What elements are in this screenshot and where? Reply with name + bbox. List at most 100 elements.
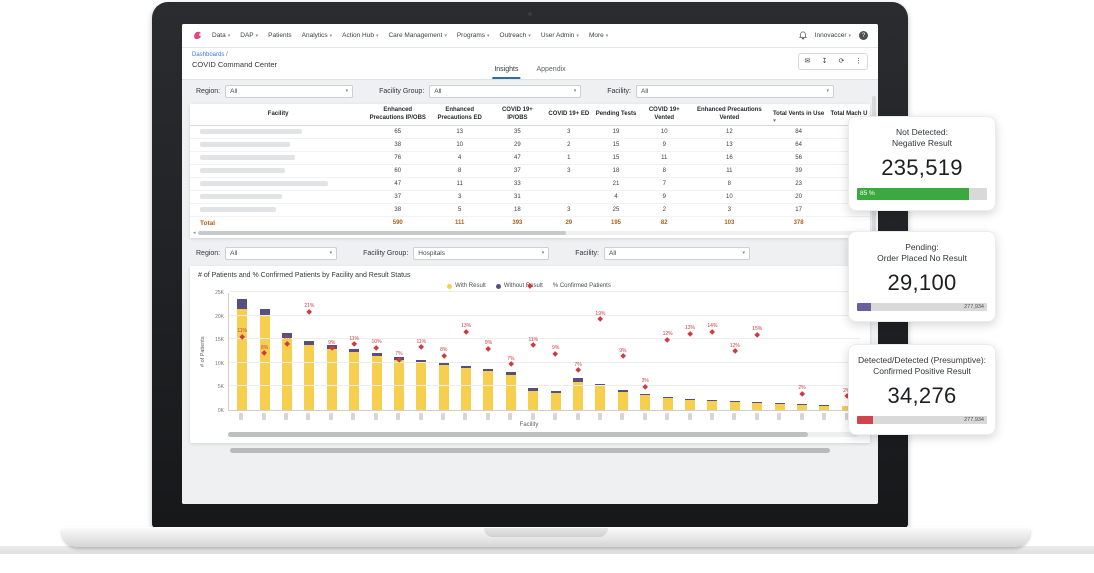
- stacked-bar[interactable]: [663, 397, 673, 410]
- stacked-bar[interactable]: [260, 309, 270, 410]
- confirmed-pct-label: 9%: [328, 340, 335, 346]
- chevron-down-icon: ▾: [228, 33, 231, 39]
- chevron-down-icon: ▾: [376, 33, 379, 39]
- table-cell: 2: [545, 139, 593, 152]
- redacted-x-label: [262, 413, 266, 420]
- stacked-bar[interactable]: [618, 390, 628, 410]
- with-result-segment: [327, 349, 337, 410]
- scrollbar-thumb[interactable]: [198, 231, 566, 235]
- chevron-down-icon: ▾: [542, 250, 545, 256]
- stacked-bar[interactable]: [304, 341, 314, 410]
- nav-item-analytics[interactable]: Analytics▾: [302, 32, 333, 39]
- confirmed-pct-label: 7%: [507, 356, 514, 362]
- column-header-enhanced-precautions-vented[interactable]: Enhanced Precautions Vented: [689, 104, 769, 126]
- chevron-down-icon: ▾: [528, 33, 531, 39]
- x-tick: [566, 413, 588, 420]
- table-cell: 76: [366, 152, 429, 165]
- top-facility-group-select[interactable]: All▾: [429, 85, 581, 98]
- stacked-bar[interactable]: [394, 357, 404, 410]
- column-header-covid-19-ip-obs[interactable]: COVID 19+ IP/OBS: [490, 104, 545, 126]
- nav-item-programs[interactable]: Programs▾: [457, 32, 490, 39]
- column-header-pending-tests[interactable]: Pending Tests: [593, 104, 639, 126]
- chevron-down-icon: ▾: [444, 33, 447, 39]
- stacked-bar[interactable]: [797, 404, 807, 410]
- stacked-bar[interactable]: [595, 384, 605, 410]
- tab-insights[interactable]: Insights: [492, 66, 520, 79]
- confirmed-pct-marker: [418, 344, 424, 350]
- nav-item-label: Data: [212, 32, 226, 39]
- with-result-segment: [752, 403, 762, 410]
- stacked-bar[interactable]: [707, 400, 717, 410]
- nav-item-outreach[interactable]: Outreach▾: [500, 32, 531, 39]
- account-menu[interactable]: Innovaccer ▾: [815, 32, 851, 39]
- table-cell: 31: [490, 191, 545, 204]
- stacked-bar[interactable]: [819, 405, 829, 410]
- desk-surface: [0, 546, 1094, 554]
- help-icon[interactable]: ?: [859, 31, 868, 40]
- column-header-facility[interactable]: Facility: [190, 104, 366, 126]
- refresh-button[interactable]: ⟳: [833, 54, 850, 69]
- confirmed-pct-label: 9%: [619, 348, 626, 354]
- total-cell: 195: [593, 217, 639, 230]
- select-value: All: [230, 88, 237, 95]
- scroll-left-icon[interactable]: ◂: [193, 230, 196, 236]
- stacked-bar[interactable]: [461, 366, 471, 410]
- confirmed-pct-label: 7%: [395, 351, 402, 357]
- tab-appendix[interactable]: Appendix: [534, 66, 567, 79]
- top-region-select[interactable]: All▾: [225, 85, 353, 98]
- stacked-bar[interactable]: [327, 345, 337, 410]
- stacked-bar[interactable]: [528, 388, 538, 410]
- bot-facility-select[interactable]: All▾: [604, 247, 750, 260]
- column-header-covid-19-vented[interactable]: COVID 19+ Vented: [639, 104, 689, 126]
- y-axis-tick-label: 20K: [215, 314, 224, 320]
- stacked-bar[interactable]: [551, 391, 561, 410]
- redacted-facility-name: [200, 129, 302, 134]
- column-header-total-vents-in-use[interactable]: Total Vents in Use▾: [769, 104, 828, 126]
- redacted-x-label: [576, 413, 580, 420]
- stacked-bar[interactable]: [685, 399, 695, 410]
- with-result-segment: [707, 401, 717, 410]
- table-cell: 25: [593, 204, 639, 217]
- page-scrollbar-thumb[interactable]: [230, 448, 830, 453]
- nav-item-care-management[interactable]: Care Management▾: [388, 32, 446, 39]
- top-facility-select[interactable]: All▾: [636, 85, 834, 98]
- column-header-enhanced-precautions-ip-obs[interactable]: Enhanced Precautions IP/OBS: [366, 104, 429, 126]
- confirmed-pct-marker: [709, 329, 715, 335]
- bot-region-select[interactable]: All▾: [225, 247, 337, 260]
- stacked-bar[interactable]: [237, 299, 247, 410]
- nav-item-patients[interactable]: Patients: [268, 32, 292, 39]
- stacked-bar[interactable]: [349, 349, 359, 410]
- column-header-enhanced-precautions-ed[interactable]: Enhanced Precautions ED: [429, 104, 490, 126]
- kebab-menu-button[interactable]: ⋮: [850, 54, 867, 69]
- stacked-bar[interactable]: [775, 403, 785, 410]
- column-header-covid-19-ed[interactable]: COVID 19+ ED: [545, 104, 593, 126]
- nav-item-dap[interactable]: DAP▾: [240, 32, 258, 39]
- sort-caret-icon[interactable]: ▾: [773, 118, 776, 124]
- stacked-bar[interactable]: [573, 378, 583, 410]
- with-result-segment: [282, 338, 292, 410]
- download-button[interactable]: ↧: [816, 54, 833, 69]
- refresh-icon: ⟳: [839, 58, 845, 65]
- stacked-bar[interactable]: [640, 394, 650, 410]
- envelope-button[interactable]: ✉: [799, 54, 816, 69]
- innovaccer-logo[interactable]: [192, 30, 203, 41]
- card-progress-track: 85 %: [857, 188, 987, 200]
- stacked-bar[interactable]: [752, 402, 762, 410]
- nav-item-action-hub[interactable]: Action Hub▾: [342, 32, 378, 39]
- chart-title: # of Patients and % Confirmed Patients b…: [198, 272, 860, 279]
- breadcrumb-dashboards-link[interactable]: Dashboards /: [192, 52, 277, 58]
- bar-group: 3%: [634, 293, 656, 410]
- nav-item-data[interactable]: Data▾: [212, 32, 230, 39]
- bell-icon[interactable]: [799, 27, 807, 45]
- table-cell: 65: [366, 126, 429, 139]
- redacted-x-label: [822, 413, 826, 420]
- bot-facility-group-select[interactable]: Hospitals▾: [413, 247, 549, 260]
- nav-item-more[interactable]: More▾: [589, 32, 608, 39]
- stacked-bar[interactable]: [506, 372, 516, 410]
- nav-item-user-admin[interactable]: User Admin▾: [541, 32, 579, 39]
- stacked-bar[interactable]: [730, 401, 740, 410]
- stacked-bar[interactable]: [483, 369, 493, 410]
- chart-scrollbar-thumb[interactable]: [228, 432, 808, 437]
- with-result-segment: [372, 356, 382, 410]
- redacted-x-label: [710, 413, 714, 420]
